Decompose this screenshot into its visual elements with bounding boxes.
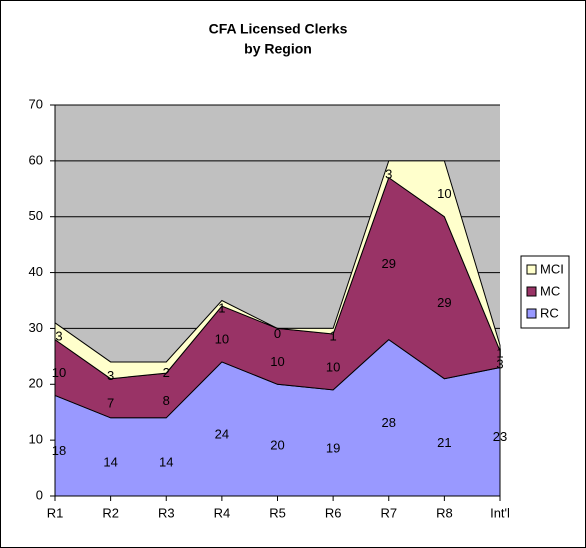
x-tick-label: R2 — [102, 505, 119, 520]
x-tick-label: R4 — [214, 505, 231, 520]
legend-swatch — [526, 264, 537, 275]
data-label: 3 — [55, 329, 62, 344]
data-label: 14 — [159, 454, 173, 469]
chart-title: CFA Licensed Clerks — [209, 21, 348, 37]
data-label: 7 — [107, 396, 114, 411]
legend-swatch — [526, 308, 537, 319]
y-tick-label: 0 — [36, 487, 43, 502]
x-tick-label: R8 — [436, 505, 453, 520]
data-label: 10 — [215, 331, 229, 346]
legend-label: MCI — [540, 261, 564, 276]
data-label: 21 — [437, 435, 451, 450]
x-tick-label: R1 — [47, 505, 64, 520]
data-label: 23 — [493, 429, 507, 444]
data-label: 3 — [107, 368, 114, 383]
x-tick-label: Int'l — [490, 505, 510, 520]
data-label: 14 — [103, 454, 117, 469]
data-label: 1 — [496, 345, 503, 360]
y-tick-label: 60 — [29, 152, 43, 167]
data-label: 3 — [385, 167, 392, 182]
data-label: 3 — [496, 357, 503, 372]
data-label: 10 — [52, 365, 66, 380]
data-label: 10 — [437, 186, 451, 201]
y-tick-label: 20 — [29, 376, 43, 391]
x-tick-label: R6 — [325, 505, 342, 520]
x-tick-label: R3 — [158, 505, 175, 520]
data-label: 29 — [437, 295, 451, 310]
y-tick-label: 70 — [29, 96, 43, 111]
data-label: 1 — [330, 329, 337, 344]
data-label: 24 — [215, 426, 229, 441]
data-label: 2 — [163, 365, 170, 380]
data-label: 10 — [270, 354, 284, 369]
y-tick-label: 50 — [29, 208, 43, 223]
x-tick-label: R7 — [380, 505, 397, 520]
y-tick-label: 40 — [29, 264, 43, 279]
data-label: 29 — [382, 256, 396, 271]
data-label: 20 — [270, 438, 284, 453]
legend-label: MC — [540, 283, 560, 298]
chart-subtitle: by Region — [244, 41, 312, 57]
y-tick-label: 30 — [29, 320, 43, 335]
data-label: 1 — [218, 301, 225, 316]
y-tick-label: 10 — [29, 432, 43, 447]
legend-swatch — [526, 286, 537, 297]
data-label: 0 — [274, 326, 281, 341]
area — [54, 160, 501, 380]
data-label: 28 — [382, 415, 396, 430]
data-label: 18 — [52, 443, 66, 458]
data-label: 19 — [326, 440, 340, 455]
data-label: 10 — [326, 359, 340, 374]
legend-label: RC — [540, 305, 559, 320]
x-tick-label: R5 — [269, 505, 286, 520]
data-label: 8 — [163, 393, 170, 408]
